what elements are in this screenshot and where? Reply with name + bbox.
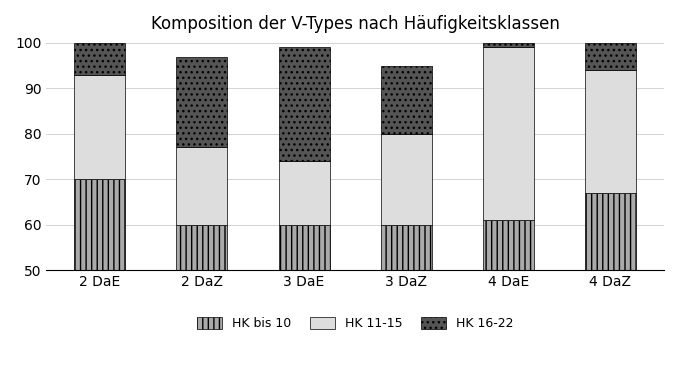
Bar bbox=[483, 47, 534, 220]
Bar bbox=[278, 225, 329, 270]
Bar bbox=[74, 179, 126, 270]
Bar bbox=[483, 43, 534, 47]
Bar bbox=[585, 43, 636, 70]
Bar bbox=[483, 220, 534, 270]
Bar bbox=[278, 47, 329, 161]
Bar bbox=[177, 147, 227, 225]
Bar bbox=[74, 43, 126, 75]
Bar bbox=[381, 134, 432, 225]
Bar bbox=[381, 65, 432, 134]
Legend: HK bis 10, HK 11-15, HK 16-22: HK bis 10, HK 11-15, HK 16-22 bbox=[190, 311, 520, 337]
Bar bbox=[585, 70, 636, 193]
Title: Komposition der V-Types nach Häufigkeitsklassen: Komposition der V-Types nach Häufigkeits… bbox=[151, 15, 559, 33]
Bar bbox=[74, 75, 126, 179]
Bar bbox=[585, 193, 636, 270]
Bar bbox=[177, 57, 227, 147]
Bar bbox=[381, 225, 432, 270]
Bar bbox=[278, 161, 329, 225]
Bar bbox=[177, 225, 227, 270]
